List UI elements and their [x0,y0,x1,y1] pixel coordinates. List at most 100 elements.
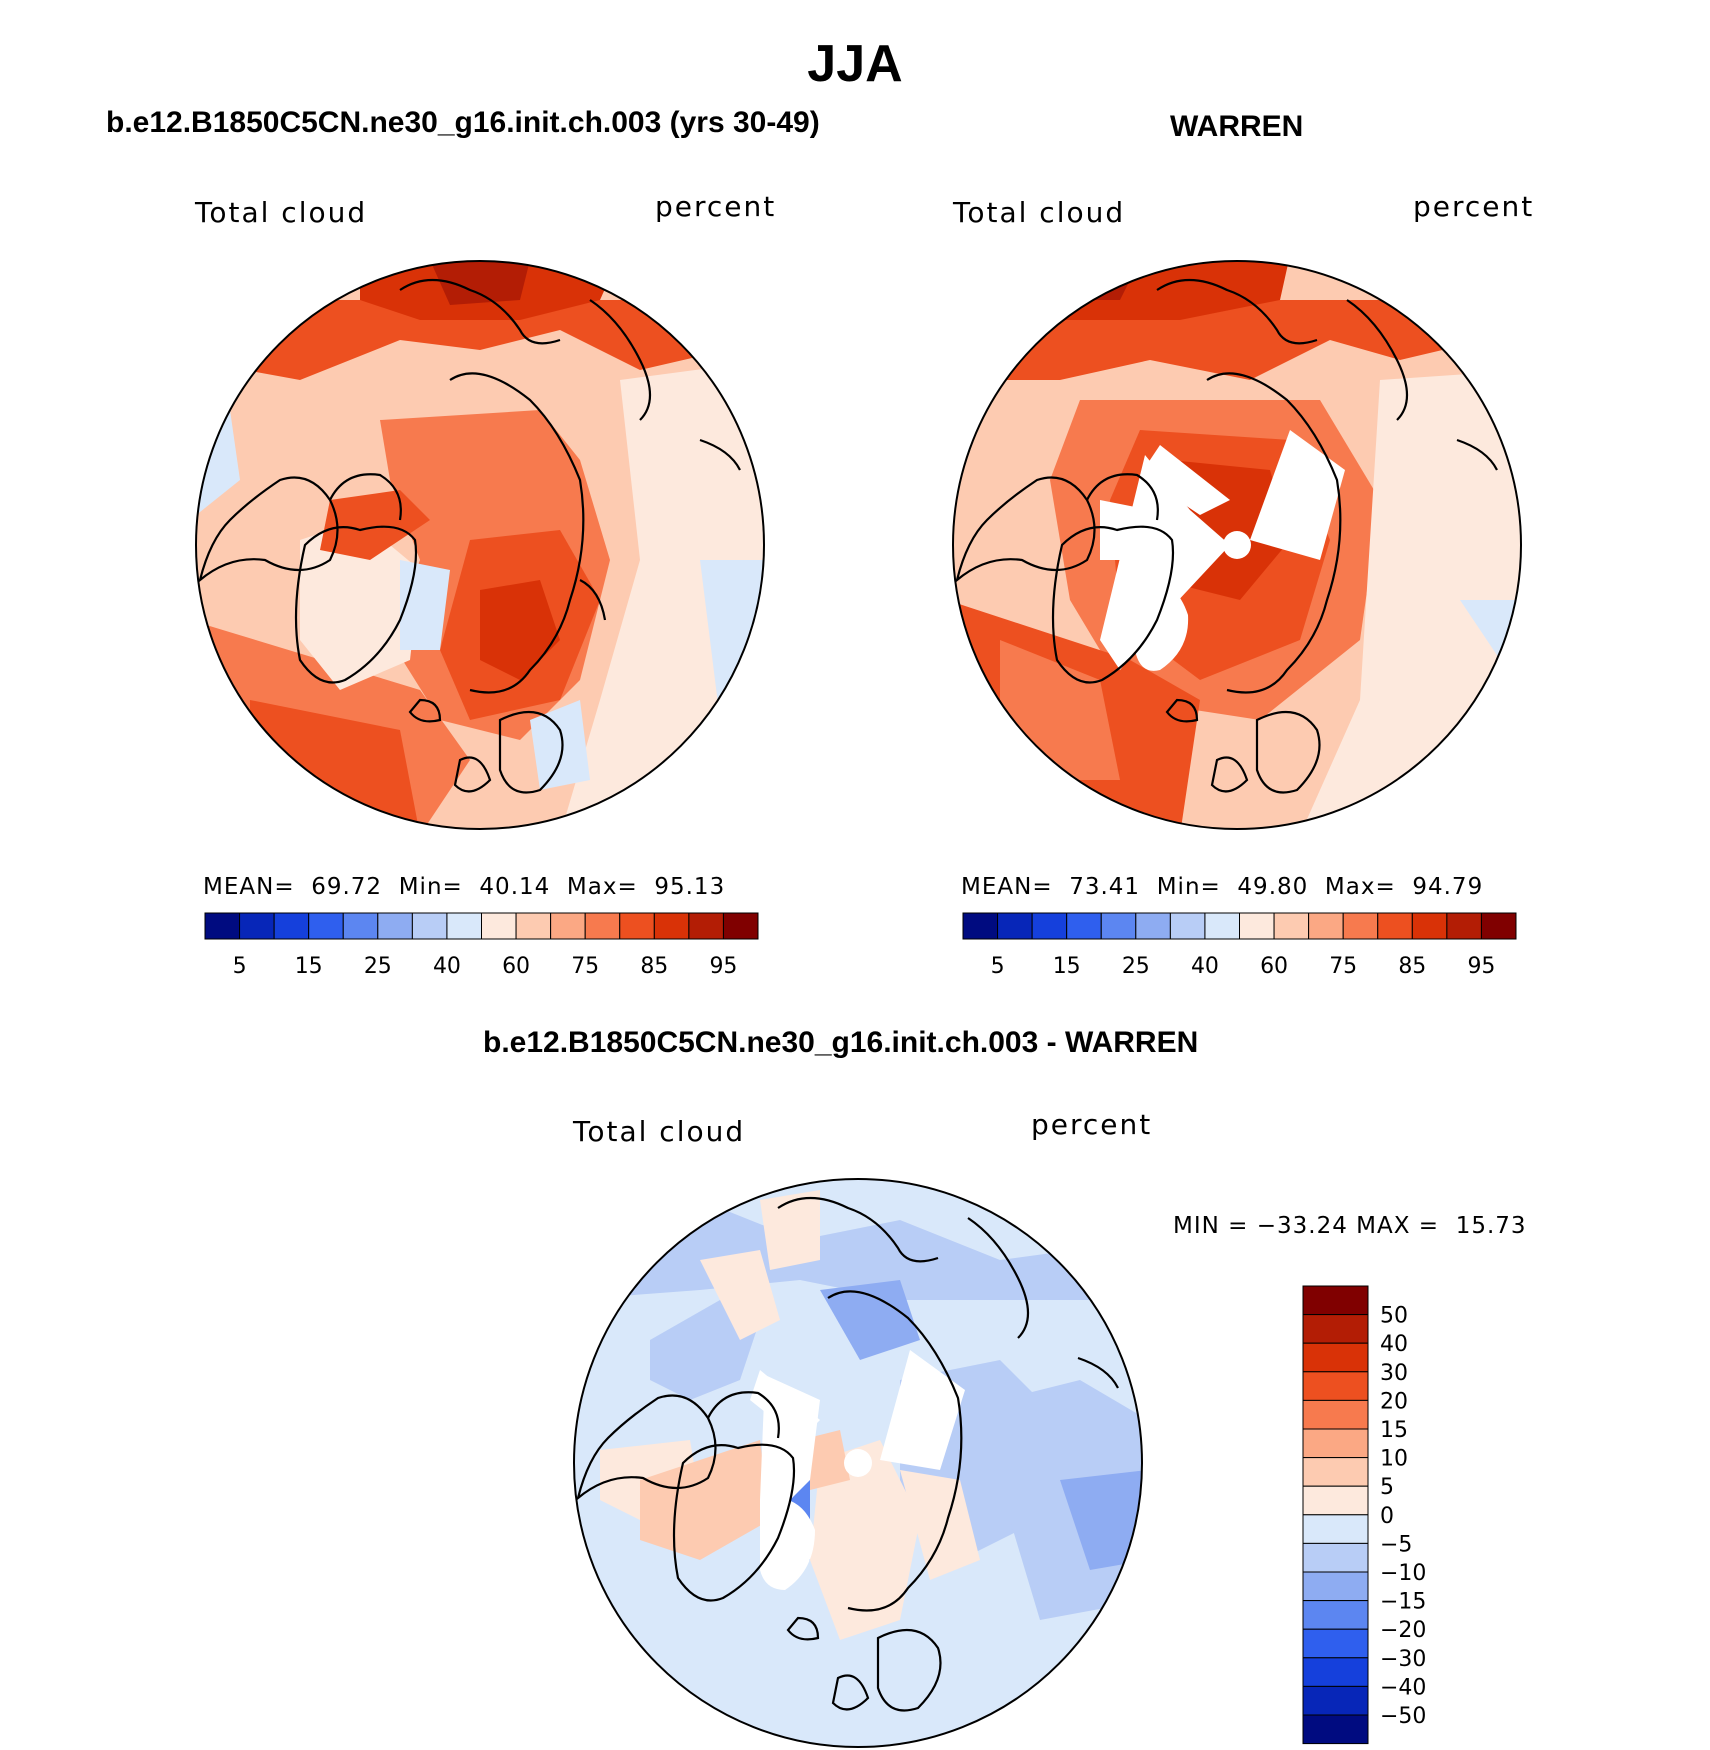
colorbar3-tick-label: −50 [1380,1704,1426,1729]
colorbar1-swatch [308,912,344,940]
panel1-max: 95.13 [654,874,726,900]
colorbar3-tick-label: 20 [1380,1389,1408,1414]
colorbar3-swatch [1302,1342,1369,1373]
panel1-mean-label: MEAN= [203,874,295,900]
colorbar3-swatch [1302,1685,1369,1716]
colorbar3-swatch [1302,1657,1369,1687]
panel2-variable-label: Total cloud [953,196,1126,229]
panel3-stats: MIN = −33.24 MAX = 15.73 [1173,1213,1527,1239]
panel1-variable-label: Total cloud [195,196,368,229]
colorbar3-swatch [1302,1571,1369,1602]
colorbar1-tick-label: 15 [295,954,323,979]
colorbar3-swatch [1302,1628,1369,1659]
colorbar2-swatch [1031,912,1068,940]
colorbar3-tick-label: −5 [1380,1532,1412,1557]
map3-border [573,1178,1143,1748]
colorbar2-swatch [1204,912,1240,940]
colorbar1-swatch [619,912,655,940]
colorbar1-tick-label: 85 [640,954,668,979]
colorbar3-swatch [1302,1457,1369,1487]
colorbar1-swatch [273,912,310,940]
map2 [953,261,1521,829]
colorbar3-tick-label: 30 [1380,1361,1408,1386]
colorbar2-swatch [1169,912,1206,940]
colorbar1-tick-label: 95 [709,954,737,979]
panel3-units-label: percent [1031,1108,1153,1141]
colorbar3-swatch [1302,1285,1369,1316]
map2-border [952,260,1522,830]
colorbar1-tick-label: 40 [433,954,461,979]
panel1-max-label: Max= [566,874,638,900]
panel1-mean: 69.72 [311,874,383,900]
panel3-variable-label: Total cloud [573,1115,746,1148]
colorbar3-swatch [1302,1371,1369,1401]
colorbar1-tick-label: 60 [502,954,530,979]
panel1-min-label: Min= [398,874,463,900]
panel2-max: 94.79 [1412,874,1484,900]
colorbar3-swatch [1302,1542,1369,1573]
map3 [574,1179,1142,1747]
colorbar2-swatch [1342,912,1379,940]
colorbar3-swatch [1302,1399,1369,1430]
colorbar2-swatch [1377,912,1413,940]
colorbar2-tick-label: 15 [1053,954,1081,979]
panel2-max-label: Max= [1324,874,1396,900]
colorbar3-tick-label: 15 [1380,1418,1408,1443]
colorbar1-tick-label: 25 [364,954,392,979]
colorbar3-tick-label: 10 [1380,1447,1408,1472]
panel2-units-label: percent [1413,190,1535,223]
colorbar2-tick-label: 5 [991,954,1005,979]
colorbar1-swatch [653,912,690,940]
colorbar2-swatch [1239,912,1275,940]
colorbar1-swatch [688,912,724,940]
panel1-title: b.e12.B1850C5CN.ne30_g16.init.ch.003 (yr… [106,106,820,139]
colorbar2-swatch [1411,912,1448,940]
map1-border [195,260,765,830]
colorbar3-tick-label: −10 [1380,1561,1426,1586]
colorbar2-swatch [1308,912,1344,940]
colorbar3-tick-label: −15 [1380,1590,1426,1615]
panel1-stats: MEAN= 69.72 Min= 40.14 Max= 95.13 [203,874,725,900]
colorbar1-swatch [481,912,517,940]
panel2-title: WARREN [1170,110,1304,143]
colorbar2-tick-label: 25 [1122,954,1150,979]
colorbar2-tick-label: 75 [1329,954,1357,979]
colorbar2-swatch [1480,912,1517,940]
panel2-mean: 73.41 [1069,874,1141,900]
colorbar1-swatch [377,912,413,940]
colorbar3-swatch [1302,1485,1369,1516]
colorbar2-swatch [1135,912,1171,940]
colorbar2-tick-label: 40 [1191,954,1219,979]
colorbar1-swatch [411,912,448,940]
colorbar3-tick-label: 0 [1380,1504,1394,1529]
panel2-min: 49.80 [1237,874,1309,900]
colorbar3-tick-label: 40 [1380,1332,1408,1357]
colorbar3-tick-label: −40 [1380,1675,1426,1700]
panel3-title: b.e12.B1850C5CN.ne30_g16.init.ch.003 - W… [483,1026,1199,1059]
colorbar2-tick-label: 60 [1260,954,1288,979]
colorbar1-swatch [722,912,759,940]
colorbar1-swatch [204,912,241,940]
colorbar2-tick-label: 95 [1467,954,1495,979]
colorbar3-swatch [1302,1428,1369,1459]
colorbar1-tick-label: 75 [571,954,599,979]
colorbar1-swatch [342,912,379,940]
colorbar2-tick-label: 85 [1398,954,1426,979]
colorbar1-tick-label: 5 [233,954,247,979]
map1 [196,261,764,829]
colorbar3-swatch [1302,1314,1369,1344]
panel2-mean-label: MEAN= [961,874,1053,900]
colorbar1-swatch [584,912,621,940]
colorbar3-tick-label: 5 [1380,1475,1394,1500]
colorbar1: 5 15 25 40 60 75 85 95 [204,912,759,979]
colorbar3-tick-label: −20 [1380,1618,1426,1643]
colorbar1-swatch [550,912,586,940]
colorbar3-swatch [1302,1714,1369,1745]
colorbar2: 5 15 25 40 60 75 85 95 [962,912,1517,979]
colorbar2-swatch [962,912,999,940]
colorbar2-swatch [1100,912,1137,940]
colorbar2-swatch [1446,912,1482,940]
panel1-units-label: percent [655,190,777,223]
panel1-min: 40.14 [479,874,551,900]
